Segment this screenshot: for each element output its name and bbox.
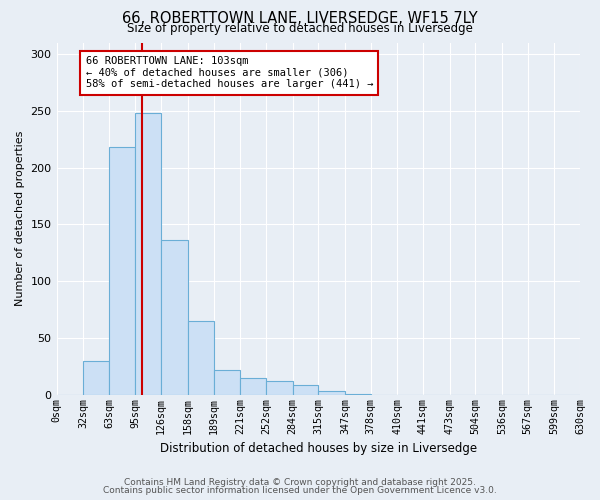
Text: 66 ROBERTTOWN LANE: 103sqm
← 40% of detached houses are smaller (306)
58% of sem: 66 ROBERTTOWN LANE: 103sqm ← 40% of deta… [86, 56, 373, 90]
Bar [188, 321, 214, 395]
Text: Contains HM Land Registry data © Crown copyright and database right 2025.: Contains HM Land Registry data © Crown c… [124, 478, 476, 487]
Bar [161, 240, 188, 395]
Bar [345, 394, 371, 395]
Bar [214, 370, 240, 395]
Bar [136, 113, 161, 395]
X-axis label: Distribution of detached houses by size in Liversedge: Distribution of detached houses by size … [160, 442, 477, 455]
Bar [266, 381, 293, 395]
Bar [83, 361, 109, 395]
Bar [109, 147, 136, 395]
Text: 66, ROBERTTOWN LANE, LIVERSEDGE, WF15 7LY: 66, ROBERTTOWN LANE, LIVERSEDGE, WF15 7L… [122, 11, 478, 26]
Y-axis label: Number of detached properties: Number of detached properties [15, 131, 25, 306]
Bar [240, 378, 266, 395]
Text: Contains public sector information licensed under the Open Government Licence v3: Contains public sector information licen… [103, 486, 497, 495]
Text: Size of property relative to detached houses in Liversedge: Size of property relative to detached ho… [127, 22, 473, 35]
Bar [293, 384, 318, 395]
Bar [318, 392, 345, 395]
